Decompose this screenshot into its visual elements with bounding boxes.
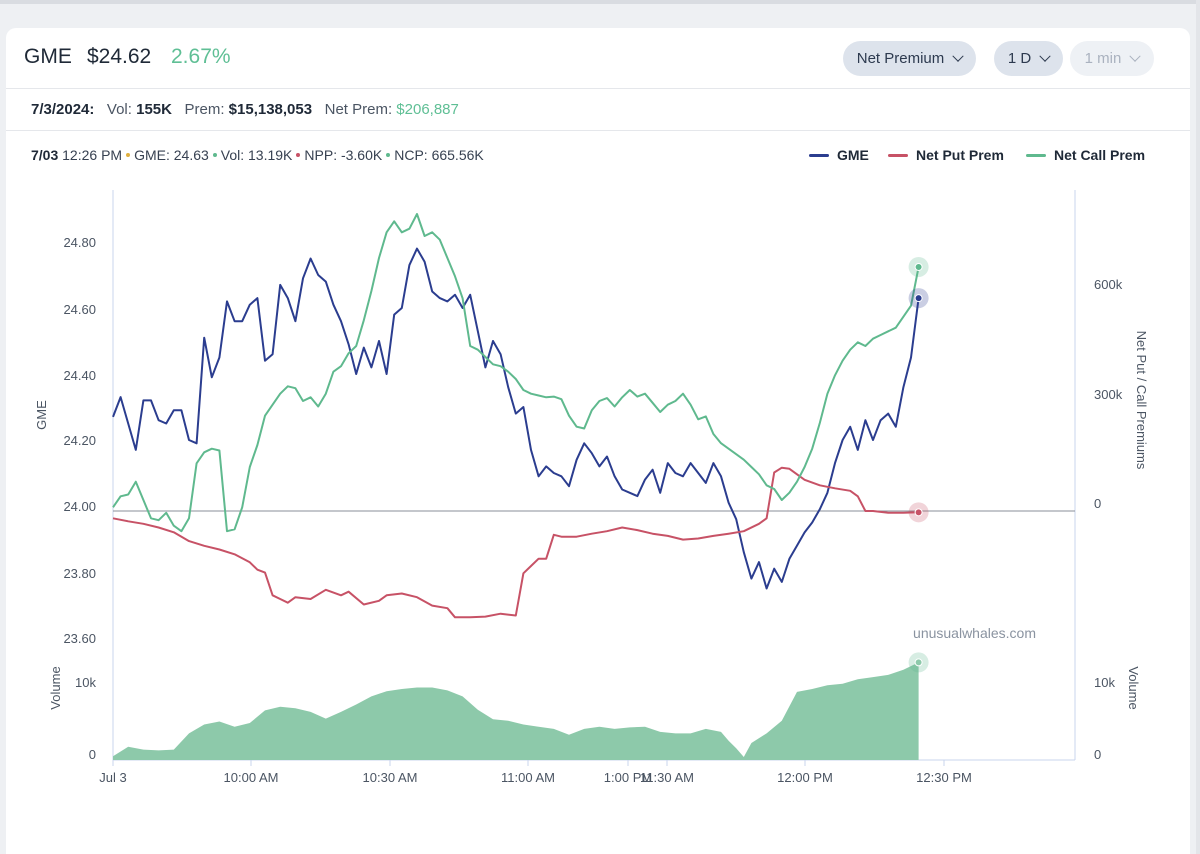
y-left-tick-label: 24.40 bbox=[63, 368, 96, 383]
series-gme-end-marker bbox=[914, 294, 923, 303]
stats-vol-value: 155K bbox=[136, 101, 172, 118]
ticker-price: $24.62 bbox=[87, 45, 152, 68]
window-edge bbox=[1196, 0, 1200, 854]
interval-dropdown: 1 min bbox=[1070, 41, 1154, 76]
volume-left-tick-label: 0 bbox=[89, 747, 96, 762]
series-net-call-prem-end-marker bbox=[914, 262, 923, 271]
x-tick-label: 12:00 PM bbox=[777, 770, 833, 785]
ticker-change-pct: 2.67% bbox=[171, 45, 231, 68]
series-gme-line bbox=[112, 247, 920, 590]
stats-prem-label: Prem: bbox=[184, 101, 225, 118]
y-right-tick-label: 600k bbox=[1094, 277, 1123, 292]
dot-icon bbox=[386, 153, 391, 158]
readout-gme: GME: 24.63 bbox=[134, 147, 209, 163]
stats-netprem-label: Net Prem: bbox=[324, 101, 393, 118]
y-right-axis-title: Net Put / Call Premiums bbox=[1134, 331, 1149, 470]
stats-vol-label: Vol: bbox=[106, 101, 132, 118]
crosshair-readout: 7/03 12:26 PM GME: 24.63 Vol: 13.19K NPP: -… bbox=[31, 147, 484, 163]
volume-right-tick-label: 10k bbox=[1094, 675, 1115, 690]
readout-date: 7/03 bbox=[31, 147, 59, 163]
net-premium-dropdown[interactable]: Net Premium bbox=[843, 41, 976, 76]
volume-right-axis-title: Volume bbox=[1126, 666, 1141, 709]
y-right-tick-label: 0 bbox=[1094, 496, 1101, 511]
stats-date: 7/3/2024: bbox=[31, 101, 95, 118]
dot-icon bbox=[296, 153, 301, 158]
volume-left-tick-label: 10k bbox=[75, 675, 96, 690]
divider bbox=[6, 130, 1190, 131]
x-tick-label: 10:00 AM bbox=[224, 770, 279, 785]
y-left-tick-label: 23.80 bbox=[63, 566, 96, 581]
legend-swatch bbox=[809, 153, 829, 157]
legend-item-gme[interactable]: GME bbox=[809, 147, 869, 163]
x-tick-label: 11:00 AM bbox=[501, 770, 555, 785]
y-left-axis-title: GME bbox=[34, 400, 49, 430]
y-left-tick-label: 24.60 bbox=[63, 302, 96, 317]
readout-time: 12:26 PM bbox=[62, 147, 123, 163]
ticker-symbol: GME bbox=[24, 45, 72, 68]
x-tick-label: 12:30 PM bbox=[916, 770, 972, 785]
volume-right-tick-label: 0 bbox=[1094, 747, 1101, 762]
stats-netprem-value: $206,887 bbox=[396, 101, 459, 118]
legend-label: GME bbox=[837, 147, 869, 163]
series-net-put-prem-line bbox=[112, 466, 919, 619]
series-volume-end-marker bbox=[914, 658, 923, 667]
stats-bar: 7/3/2024: Vol: 155K Prem: $15,138,053 Ne… bbox=[31, 101, 459, 118]
legend-item-net-put-prem[interactable]: Net Put Prem bbox=[888, 147, 1004, 163]
legend-label: Net Call Prem bbox=[1054, 147, 1146, 163]
interval-dropdown-label: 1 min bbox=[1084, 50, 1122, 67]
x-tick-label: 10:30 AM bbox=[363, 770, 418, 785]
y-left-tick-label: 24.80 bbox=[63, 235, 96, 250]
volume-left-axis-title: Volume bbox=[48, 666, 63, 709]
legend-swatch bbox=[888, 153, 908, 157]
x-tick-label: Jul 3 bbox=[99, 770, 126, 785]
series-volume-area bbox=[113, 662, 919, 760]
timeframe-dropdown-label: 1 D bbox=[1007, 50, 1032, 67]
net-premium-dropdown-label: Net Premium bbox=[856, 50, 945, 67]
x-tick-label: 11:30 AM bbox=[640, 770, 694, 785]
legend-item-net-call-prem[interactable]: Net Call Prem bbox=[1026, 147, 1145, 163]
stats-prem-value: $15,138,053 bbox=[228, 101, 313, 118]
series-net-put-prem-end-marker bbox=[914, 508, 923, 517]
timeframe-dropdown[interactable]: 1 D bbox=[994, 41, 1063, 76]
y-left-tick-label: 23.60 bbox=[63, 631, 96, 646]
chart-card bbox=[6, 28, 1190, 854]
y-left-tick-label: 24.00 bbox=[63, 499, 96, 514]
dot-icon bbox=[126, 153, 131, 158]
divider bbox=[6, 88, 1190, 89]
x-tick-label: 1:00 PM bbox=[604, 770, 652, 785]
series-net-call-prem-line bbox=[112, 213, 920, 533]
browser-top-strip bbox=[0, 0, 1200, 4]
watermark: unusualwhales.com bbox=[913, 625, 1036, 641]
readout-npp: NPP: -3.60K bbox=[304, 147, 383, 163]
legend-swatch bbox=[1026, 153, 1046, 157]
legend-label: Net Put Prem bbox=[916, 147, 1004, 163]
readout-vol: Vol: 13.19K bbox=[220, 147, 293, 163]
readout-ncp: NCP: 665.56K bbox=[394, 147, 484, 163]
y-right-tick-label: 300k bbox=[1094, 387, 1123, 402]
dot-icon bbox=[212, 153, 217, 158]
y-left-tick-label: 24.20 bbox=[63, 433, 96, 448]
